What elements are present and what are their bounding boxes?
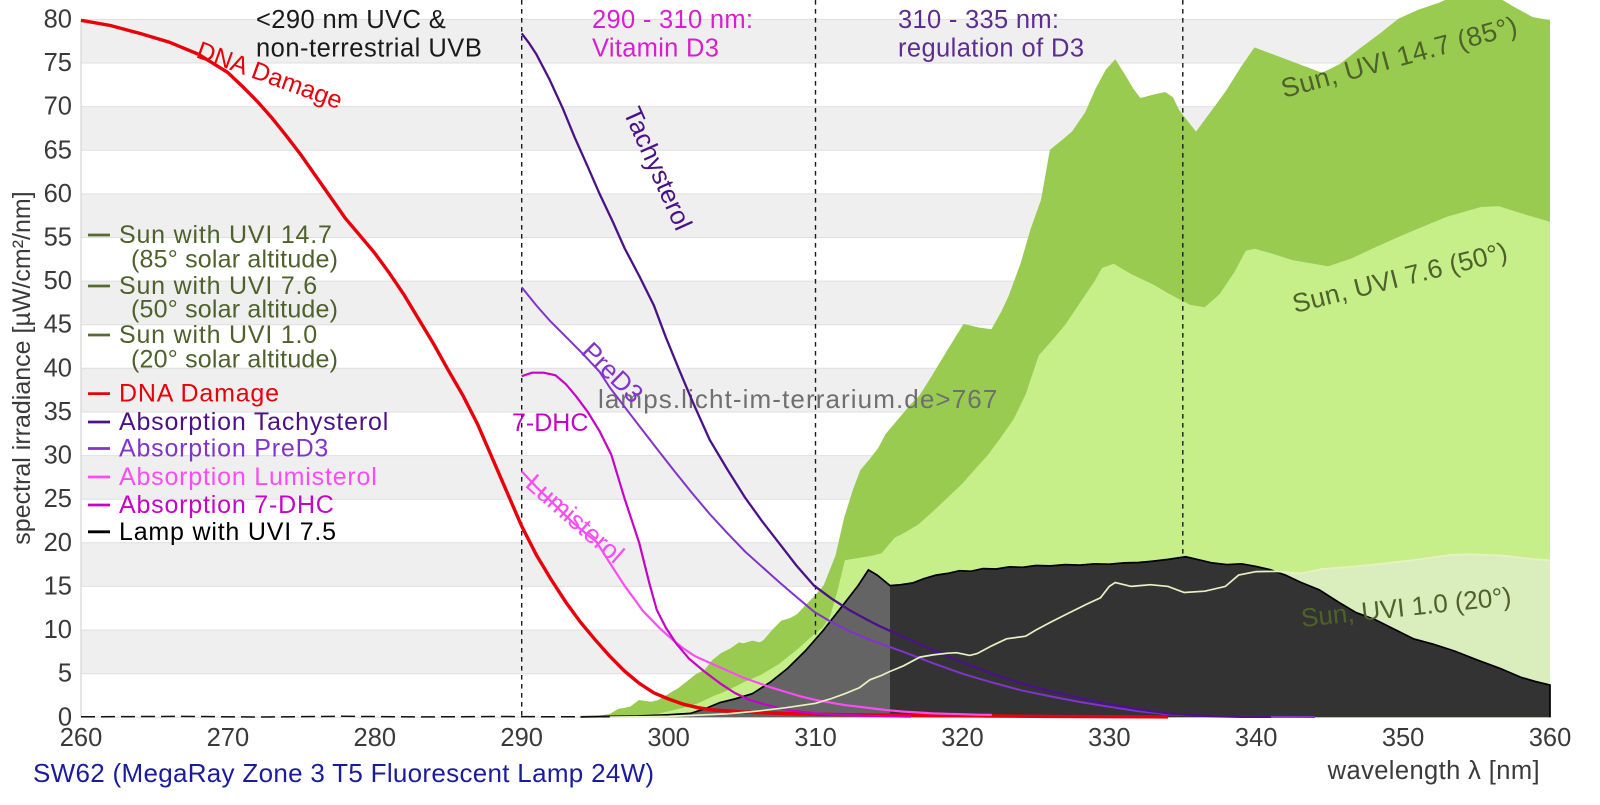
- svg-text:350: 350: [1382, 724, 1425, 752]
- svg-text:360: 360: [1529, 724, 1572, 752]
- svg-text:(85° solar altitude): (85° solar altitude): [131, 246, 338, 274]
- svg-text:(20° solar altitude): (20° solar altitude): [131, 346, 338, 374]
- svg-text:Vitamin D3: Vitamin D3: [592, 35, 719, 63]
- svg-text:Absorption 7-DHC: Absorption 7-DHC: [119, 491, 335, 519]
- svg-text:65: 65: [44, 136, 72, 164]
- svg-text:55: 55: [44, 224, 72, 252]
- svg-text:15: 15: [44, 572, 72, 600]
- svg-text:280: 280: [354, 724, 397, 752]
- svg-text:80: 80: [44, 5, 72, 33]
- svg-text:Sun with UVI 1.0: Sun with UVI 1.0: [119, 321, 318, 349]
- svg-text:290: 290: [500, 724, 543, 752]
- svg-text:270: 270: [207, 724, 250, 752]
- svg-text:Sun with UVI 7.6: Sun with UVI 7.6: [119, 272, 318, 300]
- svg-text:45: 45: [44, 311, 72, 339]
- svg-text:spectral irradiance [µW/cm²/nm: spectral irradiance [µW/cm²/nm]: [8, 191, 36, 544]
- svg-text:310: 310: [794, 724, 837, 752]
- svg-text:290 - 310 nm:: 290 - 310 nm:: [592, 6, 753, 34]
- svg-text:260: 260: [60, 724, 103, 752]
- svg-text:DNA Damage: DNA Damage: [119, 380, 280, 408]
- svg-text:non-terrestrial UVB: non-terrestrial UVB: [256, 35, 482, 63]
- svg-text:320: 320: [941, 724, 984, 752]
- svg-text:20: 20: [44, 529, 72, 557]
- svg-text:(50° solar altitude): (50° solar altitude): [131, 296, 338, 324]
- svg-text:300: 300: [647, 724, 690, 752]
- svg-text:Sun with UVI 14.7: Sun with UVI 14.7: [119, 221, 333, 249]
- svg-text:35: 35: [44, 398, 72, 426]
- svg-text:Absorption Tachysterol: Absorption Tachysterol: [119, 408, 389, 436]
- svg-text:30: 30: [44, 442, 72, 470]
- svg-text:<290 nm UVC &: <290 nm UVC &: [256, 6, 446, 34]
- svg-text:75: 75: [44, 49, 72, 77]
- svg-text:Absorption PreD3: Absorption PreD3: [119, 435, 329, 463]
- svg-text:310 - 335 nm:: 310 - 335 nm:: [898, 6, 1059, 34]
- svg-text:330: 330: [1088, 724, 1131, 752]
- svg-text:60: 60: [44, 180, 72, 208]
- svg-text:regulation of D3: regulation of D3: [898, 35, 1084, 63]
- svg-text:Absorption Lumisterol: Absorption Lumisterol: [119, 463, 378, 491]
- svg-text:10: 10: [44, 616, 72, 644]
- svg-text:40: 40: [44, 354, 72, 382]
- svg-text:5: 5: [58, 660, 72, 688]
- svg-text:25: 25: [44, 485, 72, 513]
- svg-text:0: 0: [58, 703, 72, 731]
- svg-text:70: 70: [44, 93, 72, 121]
- svg-text:7-DHC: 7-DHC: [512, 409, 588, 437]
- svg-text:340: 340: [1235, 724, 1278, 752]
- svg-text:lamps.licht-im-terrarium.de>76: lamps.licht-im-terrarium.de>767: [598, 384, 998, 414]
- svg-text:Lamp with UVI 7.5: Lamp with UVI 7.5: [119, 518, 337, 546]
- svg-text:50: 50: [44, 267, 72, 295]
- svg-text:wavelength λ [nm]: wavelength λ [nm]: [1327, 757, 1540, 785]
- svg-text:SW62 (MegaRay Zone 3 T5 Fluore: SW62 (MegaRay Zone 3 T5 Fluorescent Lamp…: [33, 758, 654, 788]
